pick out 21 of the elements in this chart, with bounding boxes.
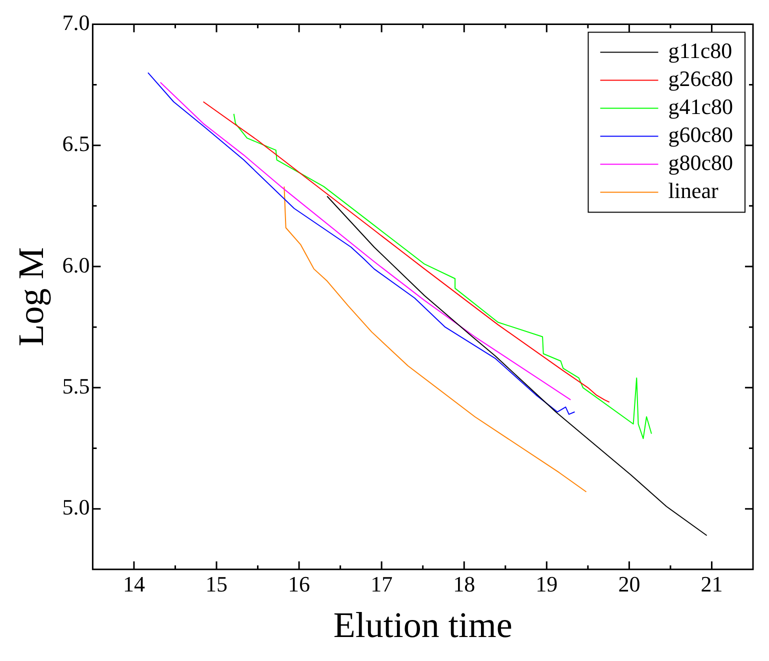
x-tick-label: 20 [618, 571, 640, 596]
y-tick-label: 5.0 [62, 494, 90, 520]
legend-label: g41c80 [668, 94, 733, 119]
legend-label: g26c80 [668, 66, 733, 91]
y-tick-label: 6.0 [62, 252, 90, 278]
legend-label: g60c80 [668, 122, 733, 147]
x-tick-label: 19 [536, 571, 558, 596]
x-tick-label: 15 [206, 571, 228, 596]
y-axis-title: Log M [11, 247, 52, 346]
y-tick-label: 6.5 [62, 131, 90, 156]
x-tick-label: 18 [453, 571, 476, 596]
legend-label: g80c80 [668, 150, 733, 175]
y-tick-label: 5.5 [62, 373, 90, 398]
y-tick-label: 7.0 [62, 10, 90, 35]
x-tick-label: 16 [288, 571, 310, 596]
x-tick-label: 21 [700, 571, 723, 596]
x-tick-label: 14 [122, 571, 145, 596]
x-tick-label: 17 [370, 571, 393, 596]
x-axis-title: Elution time [333, 604, 512, 645]
legend-label: g11c80 [668, 38, 732, 63]
legend-label: linear [668, 178, 719, 203]
